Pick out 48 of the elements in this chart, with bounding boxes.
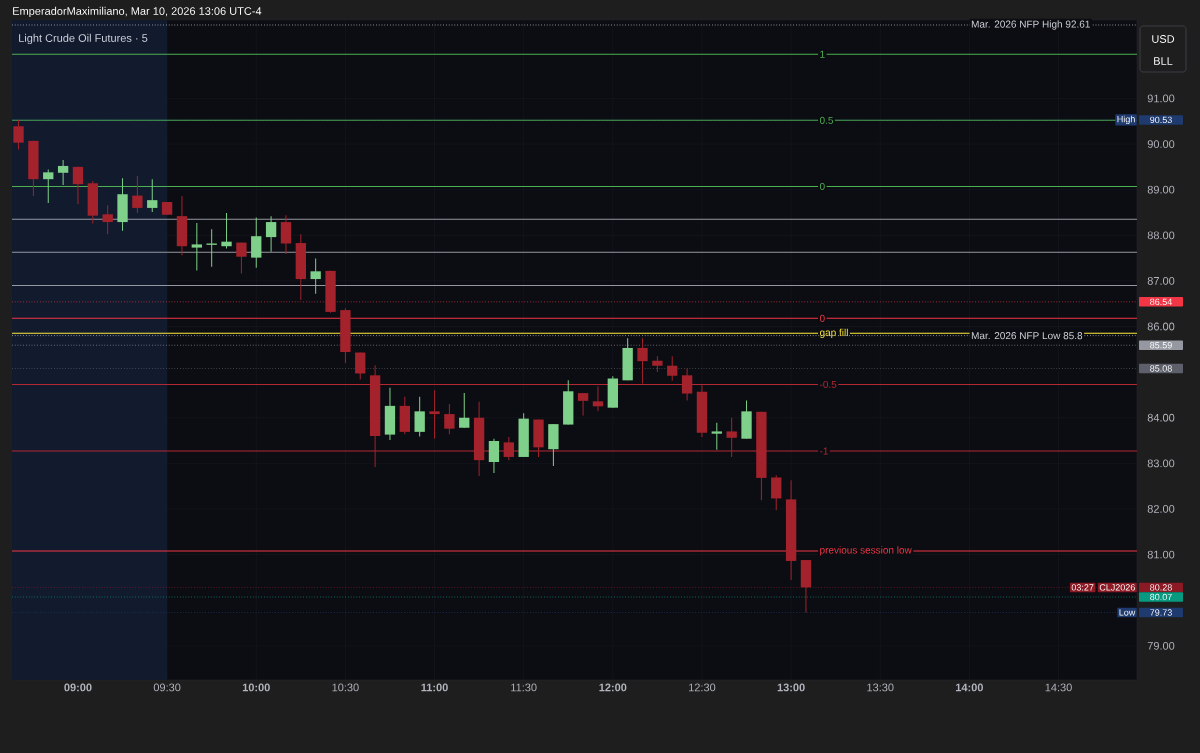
annotation: -1 (819, 447, 828, 455)
ref-line-label: previous session low (820, 546, 912, 556)
y-tick-label: 82.00 (1147, 505, 1175, 513)
y-tick-label: 87.00 (1147, 277, 1175, 285)
x-tick-label: 13:30 (867, 683, 894, 692)
y-tick-label: 91.00 (1147, 94, 1175, 103)
y-tick-label: 80.28 (1150, 584, 1172, 591)
x-tick-label: 12:00 (599, 683, 627, 692)
x-tick-label: 10:00 (242, 683, 270, 692)
x-tick-label: 10:30 (332, 683, 359, 692)
x-tick-label: 11:00 (421, 683, 448, 692)
y-tick-label: 79.73 (1150, 609, 1172, 616)
y-tick-label: 83.00 (1147, 459, 1175, 468)
x-tick-label: 14:30 (1045, 683, 1072, 692)
y-tick-label: 90.00 (1147, 140, 1175, 148)
text: Light Crude Oil Futures · 5 (19, 33, 148, 45)
y-tick-label: 81.00 (1147, 550, 1175, 559)
y-tick-label: 89.00 (1147, 185, 1175, 194)
y-tick-label: 85.59 (1150, 342, 1172, 349)
annotation: 0.5 (819, 116, 834, 124)
ref-line-label: CLJ2026 (1099, 584, 1135, 591)
ref-line-label: Mar. 2026 NFP High 92.61 (971, 20, 1090, 30)
x-tick-label: 13:00 (777, 683, 805, 692)
annotation: 1 (820, 50, 825, 58)
annotation: 0 (819, 182, 825, 191)
y-tick-label: 80.07 (1150, 593, 1172, 601)
text: USD (1152, 35, 1175, 43)
x-tick-label: 11:30 (511, 683, 537, 692)
ref-line-label: gap fill (819, 328, 848, 338)
y-tick-label: 86.00 (1147, 322, 1175, 331)
x-tick-label: 09:30 (153, 683, 181, 692)
y-tick-label: 79.00 (1147, 641, 1175, 650)
y-tick-label: 88.00 (1147, 231, 1175, 240)
text: BLL (1154, 57, 1173, 65)
ref-line-label: Mar. 2026 NFP Low 85.8 (971, 332, 1083, 340)
y-tick-label: 90.53 (1150, 116, 1172, 124)
x-tick-label: 09:00 (64, 683, 92, 692)
chart-subtitle: EmperadorMaximiliano, Mar 10, 2026 13:06 UTC-4 (13, 6, 262, 18)
annotation: -0.5 (819, 380, 837, 388)
x-tick-label: 14:00 (956, 683, 983, 692)
annotation: 0 (819, 314, 825, 322)
y-tick-label: 86.54 (1150, 298, 1172, 306)
annotation: 03:27 (1071, 584, 1094, 591)
ref-line-label: Low (1119, 609, 1136, 616)
ref-line-label: High (1117, 115, 1135, 125)
x-tick-label: 12:30 (689, 683, 716, 692)
y-tick-label: 85.08 (1150, 365, 1172, 372)
y-tick-label: 84.00 (1147, 413, 1175, 422)
